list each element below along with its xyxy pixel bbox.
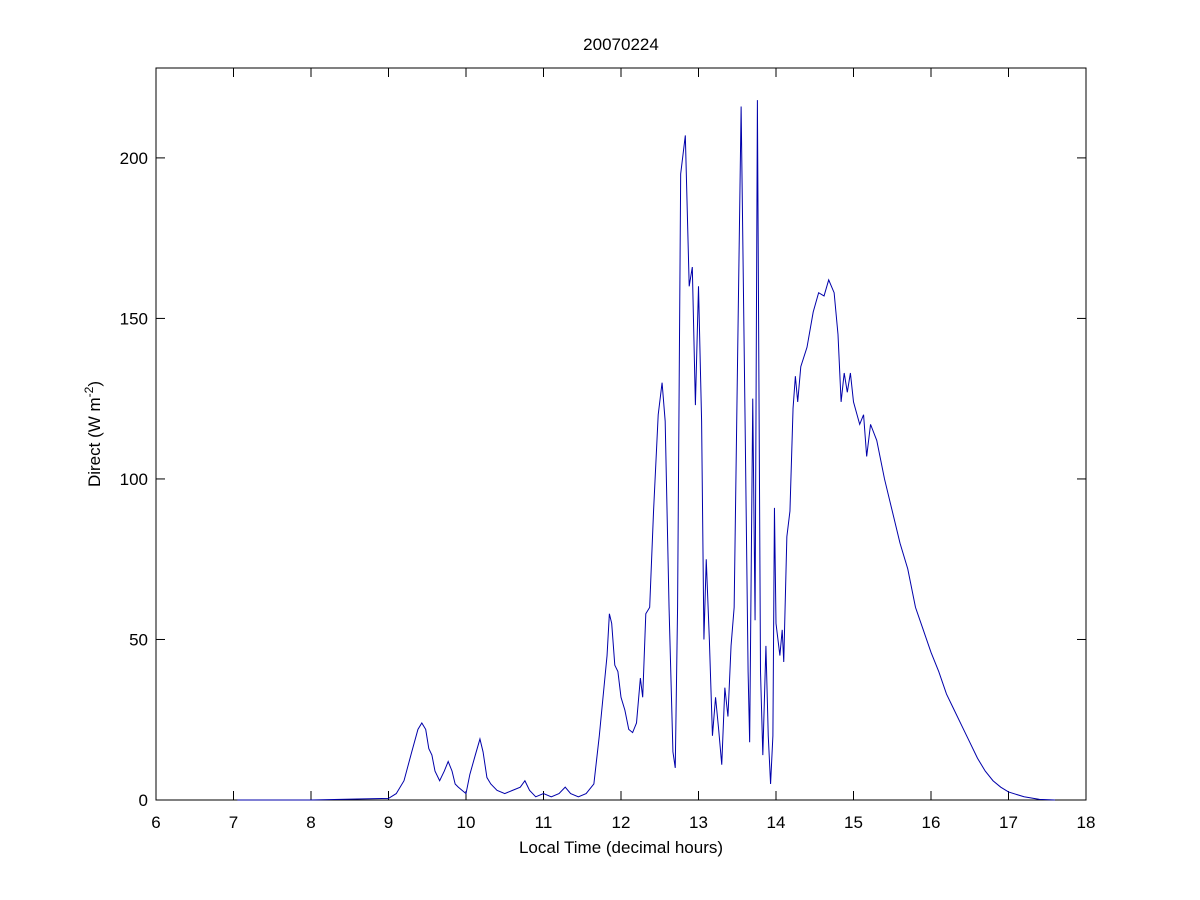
y-axis-label: Direct (W m-2) — [82, 381, 104, 487]
y-tick-label: 150 — [120, 309, 148, 328]
y-tick-label: 100 — [120, 470, 148, 489]
y-label-end: ) — [85, 381, 104, 387]
x-tick-label: 7 — [229, 813, 238, 832]
plot-area — [155, 67, 1087, 801]
x-tick-label: 14 — [767, 813, 786, 832]
x-tick-label: 10 — [457, 813, 476, 832]
y-tick-label: 200 — [120, 149, 148, 168]
x-tick-label: 6 — [151, 813, 160, 832]
data-line — [237, 100, 1056, 801]
x-tick-label: 13 — [689, 813, 708, 832]
x-tick-label: 17 — [999, 813, 1018, 832]
y-label-text: Direct (W m — [85, 397, 104, 487]
x-tick-label: 8 — [306, 813, 315, 832]
x-tick-label: 16 — [922, 813, 941, 832]
y-tick-label: 50 — [129, 630, 148, 649]
y-label-sup: -2 — [82, 386, 96, 397]
x-tick-label: 18 — [1077, 813, 1096, 832]
chart-title: 20070224 — [583, 35, 659, 54]
x-tick-label: 11 — [535, 813, 553, 832]
y-tick-label: 0 — [139, 791, 148, 810]
x-axis-label: Local Time (decimal hours) — [519, 838, 723, 857]
x-tick-label: 12 — [612, 813, 631, 832]
x-tick-label: 15 — [844, 813, 863, 832]
x-tick-label: 9 — [384, 813, 393, 832]
